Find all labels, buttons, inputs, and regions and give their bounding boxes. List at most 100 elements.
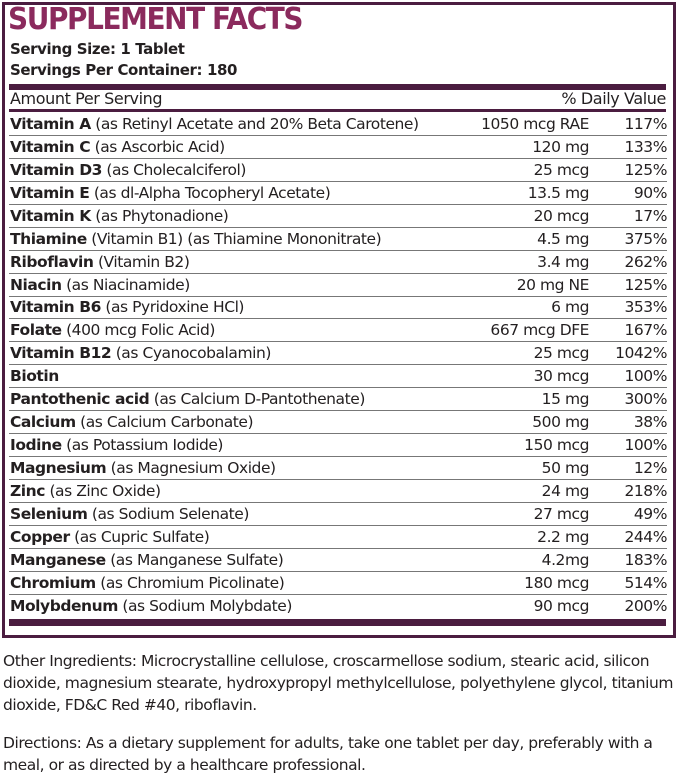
nutrient-amount: 20 mg NE	[516, 275, 590, 294]
panel-title: SUPPLEMENT FACTS	[8, 2, 304, 37]
nutrient-row: Riboflavin (Vitamin B2) 3.4 mg 262%	[9, 251, 667, 274]
other-ingredients-text: Microcrystalline cellulose, croscarmello…	[3, 652, 673, 714]
nutrient-row: Folate (400 mcg Folic Acid) 667 mcg DFE 16…	[9, 319, 667, 343]
nutrient-row: Zinc (as Zinc Oxide) 24 mg 218%	[9, 480, 667, 503]
nutrient-row: Vitamin K (as Phytonadione) 20 mcg 17%	[9, 205, 667, 228]
nutrient-name: Riboflavin (Vitamin B2)	[9, 253, 429, 271]
amount-header: Amount Per Serving	[10, 89, 163, 108]
nutrient-daily-value: 90%	[633, 183, 668, 202]
nutrient-label: Folate	[10, 321, 62, 340]
nutrient-source: (as Chromium Picolinate)	[95, 573, 285, 592]
nutrient-source: (400 mcg Folic Acid)	[61, 321, 215, 340]
nutrient-label: Calcium	[10, 413, 76, 432]
nutrient-label: Manganese	[10, 550, 106, 569]
other-ingredients-label: Other Ingredients:	[3, 652, 137, 670]
nutrient-name: Biotin	[9, 367, 429, 385]
nutrient-daily-value: 100%	[624, 367, 667, 386]
nutrient-row: Thiamine (Vitamin B1) (as Thiamine Monon…	[9, 228, 667, 251]
nutrient-source: (as Calcium D-Pantothenate)	[149, 390, 366, 409]
nutrient-source: (as Calcium Carbonate)	[75, 413, 254, 432]
nutrient-name: Folate (400 mcg Folic Acid)	[9, 321, 429, 339]
nutrient-label: Vitamin K	[10, 206, 91, 225]
nutrient-name: Manganese (as Manganese Sulfate)	[9, 551, 429, 569]
nutrient-label: Zinc	[10, 481, 45, 500]
nutrient-amount: 180 mcg	[524, 573, 589, 592]
nutrient-label: Vitamin C	[10, 137, 91, 156]
nutrient-row: Vitamin C (as Ascorbic Acid) 120 mg 133%	[9, 136, 667, 159]
nutrient-label: Copper	[10, 527, 70, 546]
nutrient-daily-value: 514%	[624, 573, 667, 592]
nutrient-label: Vitamin A	[10, 114, 91, 133]
nutrient-name: Pantothenic acid (as Calcium D-Pantothen…	[9, 390, 429, 408]
thick-divider	[9, 84, 666, 90]
nutrient-row: Copper (as Cupric Sulfate) 2.2 mg 244%	[9, 526, 667, 549]
nutrient-source: (as Phytonadione)	[90, 206, 229, 225]
nutrient-amount: 6 mg	[551, 298, 589, 317]
nutrient-daily-value: 1042%	[615, 344, 667, 363]
nutrient-name: Vitamin K (as Phytonadione)	[9, 207, 429, 225]
nutrient-label: Chromium	[10, 573, 96, 592]
dv-header: % Daily Value	[561, 89, 666, 108]
nutrient-amount: 50 mg	[541, 459, 590, 478]
nutrient-daily-value: 17%	[633, 206, 668, 225]
nutrient-amount: 25 mcg	[533, 344, 590, 363]
nutrient-row: Molybdenum (as Sodium Molybdate) 90 mcg 20…	[9, 595, 667, 618]
nutrient-daily-value: 262%	[624, 252, 667, 271]
nutrient-source: (as Sodium Molybdate)	[117, 597, 292, 616]
nutrient-amount: 120 mg	[532, 137, 589, 156]
nutrient-amount: 4.2mg	[541, 550, 590, 569]
nutrient-daily-value: 133%	[624, 137, 667, 156]
nutrient-amount: 2.2 mg	[537, 527, 589, 546]
nutrient-label: Thiamine	[10, 229, 87, 248]
nutrient-row: Calcium (as Calcium Carbonate) 500 mg 38%	[9, 411, 667, 435]
nutrient-label: Riboflavin	[10, 252, 94, 271]
nutrient-row: Vitamin A (as Retinyl Acetate and 20% Be…	[9, 113, 667, 136]
nutrient-source: (Vitamin B1) (as Thiamine Mononitrate)	[86, 229, 382, 248]
directions: Directions: As a dietary supplement for …	[3, 732, 675, 776]
header-divider	[9, 109, 666, 112]
nutrient-row: Chromium (as Chromium Picolinate) 180 mcg…	[9, 572, 667, 595]
nutrient-amount: 30 mcg	[533, 367, 590, 386]
bottom-divider	[9, 619, 666, 626]
nutrient-source: (as Ascorbic Acid)	[90, 137, 226, 156]
nutrient-source: (as Retinyl Acetate and 20% Beta Caroten…	[90, 114, 419, 133]
directions-label: Directions:	[3, 734, 82, 752]
nutrient-amount: 20 mcg	[533, 206, 590, 225]
nutrient-name: Vitamin B12 (as Cyanocobalamin)	[9, 344, 429, 362]
nutrient-row: Iodine (as Potassium Iodide) 150 mcg 100%	[9, 434, 667, 458]
nutrient-row: Manganese (as Manganese Sulfate) 4.2mg 183…	[9, 549, 667, 572]
nutrient-daily-value: 117%	[624, 114, 667, 133]
nutrient-source: (as Manganese Sulfate)	[105, 550, 284, 569]
nutrient-amount: 27 mcg	[533, 504, 590, 523]
servings-per-container: Servings Per Container: 180	[10, 61, 238, 79]
nutrient-name: Copper (as Cupric Sulfate)	[9, 528, 429, 546]
nutrient-daily-value: 300%	[624, 390, 667, 409]
nutrient-label: Magnesium	[10, 459, 107, 478]
nutrient-amount: 13.5 mg	[527, 183, 590, 202]
nutrient-name: Iodine (as Potassium Iodide)	[9, 436, 429, 454]
nutrient-row: Vitamin E (as dl-Alpha Tocopheryl Acetat…	[9, 182, 667, 205]
nutrient-source: (as Cholecalciferol)	[101, 160, 246, 179]
nutrient-name: Molybdenum (as Sodium Molybdate)	[9, 597, 429, 615]
nutrient-name: Vitamin D3 (as Cholecalciferol)	[9, 161, 429, 179]
nutrient-name: Chromium (as Chromium Picolinate)	[9, 574, 429, 592]
nutrient-daily-value: 125%	[624, 275, 667, 294]
nutrient-name: Vitamin B6 (as Pyridoxine HCl)	[9, 298, 429, 316]
nutrient-daily-value: 167%	[624, 321, 667, 340]
nutrient-name: Selenium (as Sodium Selenate)	[9, 505, 429, 523]
nutrient-label: Molybdenum	[10, 597, 118, 616]
nutrient-source: (as Sodium Selenate)	[87, 504, 250, 523]
other-ingredients: Other Ingredients: Microcrystalline cell…	[3, 650, 675, 716]
nutrient-label: Pantothenic acid	[10, 390, 150, 409]
nutrient-daily-value: 200%	[624, 597, 667, 616]
nutrient-daily-value: 100%	[624, 436, 667, 455]
nutrient-source: (as Cupric Sulfate)	[69, 527, 210, 546]
nutrient-label: Vitamin D3	[10, 160, 102, 179]
nutrient-source: (as Zinc Oxide)	[44, 481, 161, 500]
nutrient-amount: 667 mcg DFE	[490, 321, 589, 340]
nutrient-row: Magnesium (as Magnesium Oxide) 50 mg 12%	[9, 457, 667, 480]
serving-size: Serving Size: 1 Tablet	[10, 40, 185, 58]
nutrient-source: (Vitamin B2)	[93, 252, 190, 271]
nutrient-label: Vitamin E	[10, 183, 90, 202]
nutrient-label: Biotin	[10, 367, 59, 386]
